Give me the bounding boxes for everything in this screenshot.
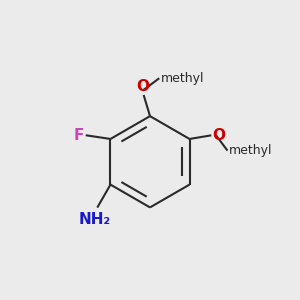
Text: methyl: methyl <box>229 144 272 157</box>
Text: NH₂: NH₂ <box>79 212 111 227</box>
Text: O: O <box>212 128 225 143</box>
Text: methyl: methyl <box>161 72 204 85</box>
Text: O: O <box>136 79 149 94</box>
Text: F: F <box>74 128 84 143</box>
